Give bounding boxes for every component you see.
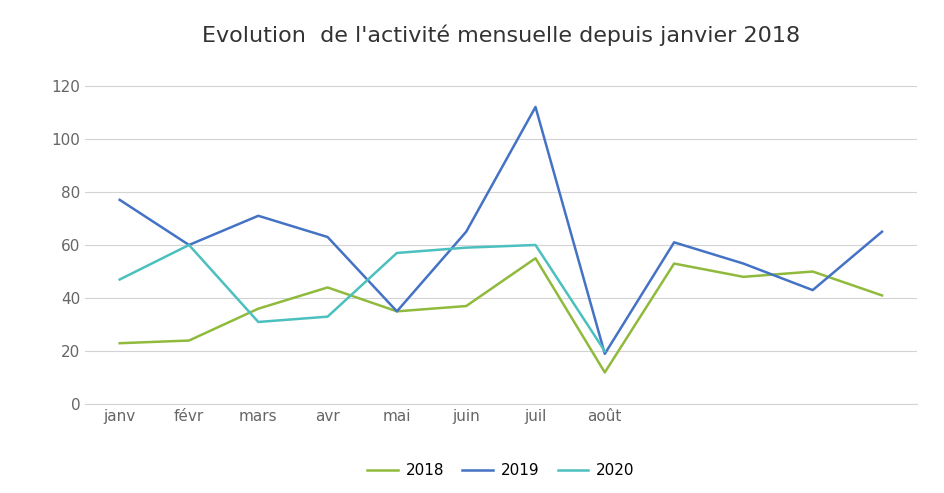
Line: 2020: 2020 [120,245,604,351]
2018 [183,338,194,344]
2019 [252,213,263,219]
2018 [806,269,818,275]
Title: Evolution  de l'activité mensuelle depuis janvier 2018: Evolution de l'activité mensuelle depuis… [202,25,799,46]
2020 [460,245,471,250]
2019 [530,104,541,110]
Line: 2019: 2019 [120,107,881,354]
2018 [322,284,333,290]
2020 [530,242,541,248]
2018 [530,255,541,261]
2019 [391,309,402,315]
2020 [598,348,610,354]
2018 [737,274,749,280]
Line: 2018: 2018 [120,258,881,372]
2018 [252,306,263,312]
Legend: 2018, 2019, 2020: 2018, 2019, 2020 [361,457,640,484]
2018 [114,340,126,346]
2018 [460,303,471,309]
2020 [322,314,333,319]
2018 [875,292,886,298]
2019 [322,234,333,240]
2020 [252,319,263,325]
2019 [460,229,471,235]
2019 [875,229,886,235]
2019 [183,242,194,248]
2018 [391,309,402,315]
2020 [114,277,126,282]
2020 [183,242,194,248]
2019 [806,287,818,293]
2020 [391,250,402,256]
2019 [598,351,610,357]
2019 [737,261,749,267]
2018 [667,261,679,267]
2019 [114,197,126,203]
2018 [598,369,610,375]
2019 [667,240,679,246]
